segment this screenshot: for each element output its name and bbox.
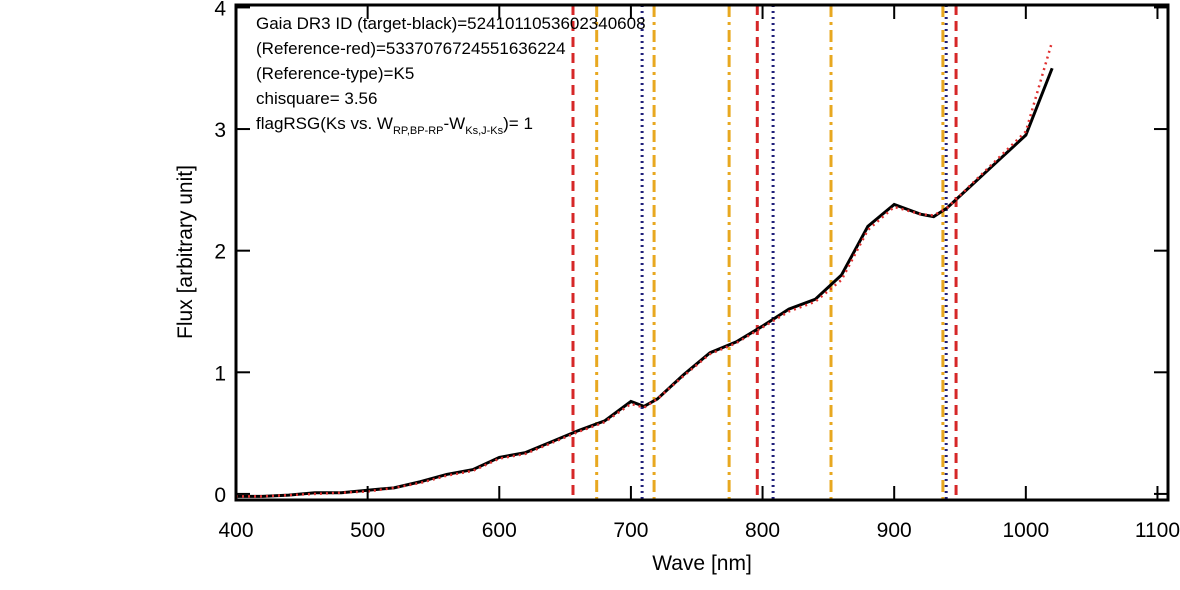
annotation-part: RP,BP-RP	[393, 125, 444, 137]
y-tick-label: 1	[214, 362, 226, 385]
annotation: Gaia DR3 ID (target-black)=5241011053602…	[256, 14, 646, 33]
annotation: (Reference-red)=5337076724551636224	[256, 39, 566, 58]
spectrum-line	[236, 41, 1054, 498]
y-tick-label: 3	[214, 119, 226, 142]
annotation-part: flagRSG(Ks vs. W	[256, 114, 393, 133]
x-tick-label: 1100	[1135, 519, 1180, 542]
annotation-part: -W	[444, 114, 466, 133]
x-tick-label: 400	[218, 519, 253, 542]
x-tick-label: 800	[745, 519, 780, 542]
y-tick-label: 2	[214, 241, 226, 264]
annotation: chisquare= 3.56	[256, 89, 377, 108]
y-tick-label: 0	[214, 484, 226, 507]
annotation-part: )= 1	[503, 114, 533, 133]
x-tick-label: 500	[350, 519, 385, 542]
x-tick-label: 700	[613, 519, 648, 542]
x-tick-label: 600	[482, 519, 517, 542]
annotation: (Reference-type)=K5	[256, 64, 414, 83]
y-axis-label: Flux [arbitrary unit]	[174, 165, 197, 339]
x-tick-label: 1000	[1002, 519, 1049, 542]
annotation-part: Ks,J-Ks	[465, 125, 503, 137]
x-tick-label: 900	[877, 519, 912, 542]
x-axis-label: Wave [nm]	[652, 552, 752, 575]
y-tick-label: 4	[214, 0, 226, 20]
annotation: flagRSG(Ks vs. WRP,BP-RP-WKs,J-Ks)= 1	[256, 114, 533, 137]
plot-frame	[234, 3, 1170, 502]
